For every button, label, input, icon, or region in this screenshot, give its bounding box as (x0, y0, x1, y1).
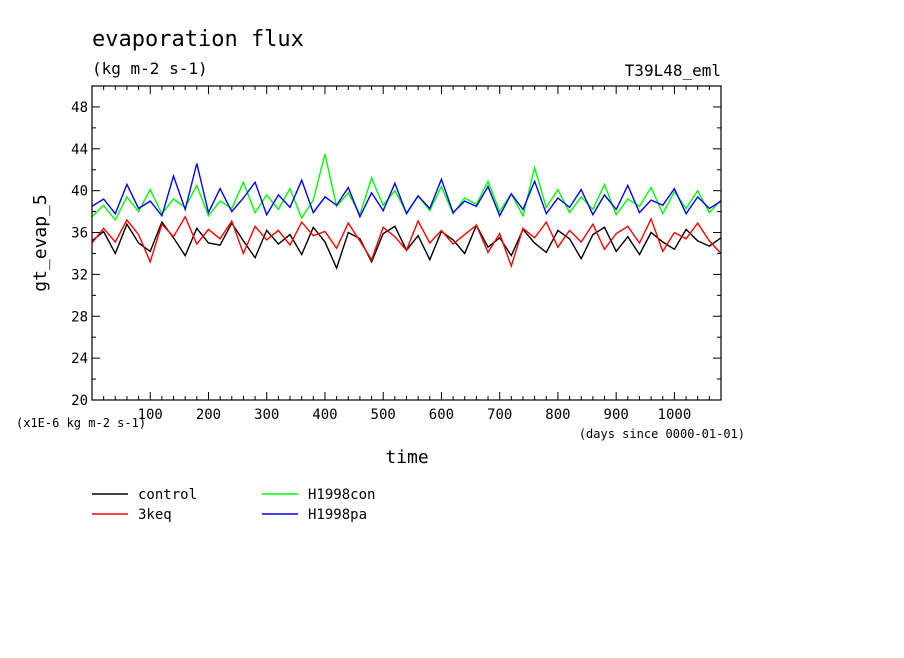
x-tick-label: 100 (138, 407, 163, 423)
x-tick-label: 300 (254, 407, 279, 423)
legend: control 3keq H1998con H1998pa (92, 487, 375, 523)
x-tick-label: 800 (545, 407, 570, 423)
x-tick-label: 900 (604, 407, 629, 423)
plot-frame (91, 85, 722, 401)
x-tick-label: 1000 (658, 407, 692, 423)
legend-label-h1998pa: H1998pa (308, 507, 367, 523)
y-tick-label: 20 (71, 393, 88, 409)
y-tick-label: 28 (71, 309, 88, 325)
y-axis-label: gt_evap_5 (30, 194, 51, 292)
axis-ticks: 100 200 300 400 500 600 700 800 900 1000 20 24 28 32 3… (71, 86, 721, 423)
x-tick-label: 200 (196, 407, 221, 423)
experiment-label: T39L48_eml (625, 61, 721, 80)
x-tick-label: 600 (429, 407, 454, 423)
series-line-3keq (91, 215, 722, 269)
series-line-h1998pa (91, 163, 722, 219)
legend-label-h1998con: H1998con (308, 487, 375, 503)
y-tick-label: 48 (71, 100, 88, 116)
y-tick-label: 24 (71, 351, 88, 367)
x-tick-label: 700 (487, 407, 512, 423)
chart-subtitle-units: (kg m-2 s-1) (92, 59, 208, 78)
y-tick-label: 44 (71, 142, 88, 158)
y-scale-note: (x1E-6 kg m-2 s-1) (16, 416, 146, 430)
legend-label-control: control (138, 487, 197, 503)
series-line-control (91, 220, 722, 271)
y-tick-label: 40 (71, 184, 88, 200)
x-tick-label: 500 (371, 407, 396, 423)
x-axis-units: (days since 0000-01-01) (579, 427, 745, 441)
chart-title: evaporation flux (92, 27, 304, 52)
plot-series (91, 153, 722, 271)
y-tick-label: 32 (71, 267, 88, 283)
x-tick-label: 400 (312, 407, 337, 423)
legend-label-3keq: 3keq (138, 507, 172, 523)
y-tick-label: 36 (71, 226, 88, 242)
x-axis-label: time (385, 447, 428, 468)
